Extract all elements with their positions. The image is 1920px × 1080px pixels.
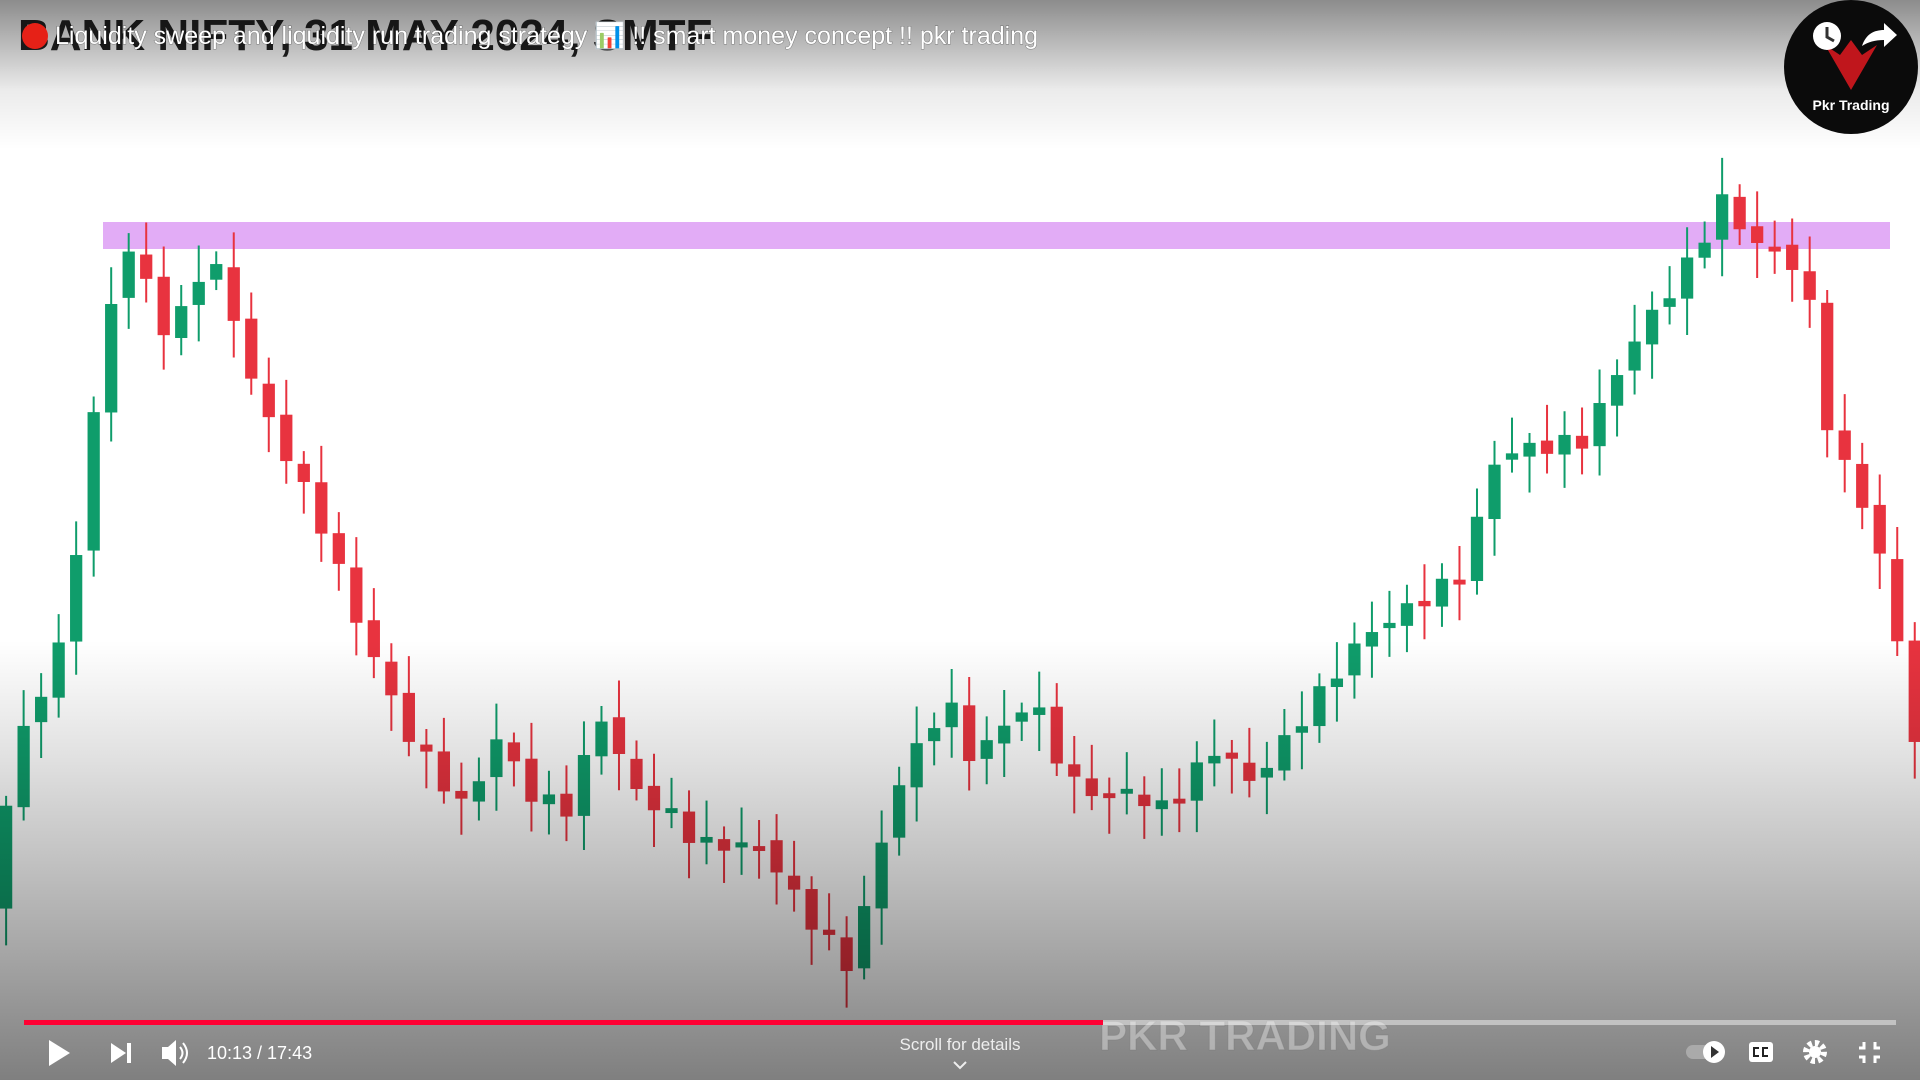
clock-hands: [1825, 27, 1835, 43]
live-dot: [22, 23, 48, 49]
share-icon[interactable]: [1862, 23, 1897, 47]
scroll-chevron: [953, 1061, 967, 1070]
play-button[interactable]: [49, 1040, 70, 1066]
volume-waves: [179, 1042, 188, 1064]
watermark: PKR TRADING: [1099, 1012, 1391, 1059]
captions-button[interactable]: [1749, 1042, 1773, 1062]
video-title[interactable]: Liquidity sweep and liquidity run tradin…: [55, 21, 1039, 51]
time-display: 10:13 / 17:43: [207, 1043, 312, 1063]
settings-hub: [1809, 1046, 1821, 1058]
captions-icon: [1753, 1047, 1768, 1057]
autoplay-icon: [1711, 1046, 1719, 1058]
scroll-hint[interactable]: Scroll for details: [900, 1035, 1021, 1054]
logo-bull: [1825, 40, 1877, 90]
progress-played[interactable]: [24, 1020, 1103, 1025]
exit-fullscreen-button[interactable]: [1859, 1042, 1880, 1063]
next-button[interactable]: [111, 1043, 131, 1063]
volume-button[interactable]: [162, 1040, 176, 1066]
settings-button[interactable]: [1803, 1040, 1827, 1064]
logo-text: Pkr Trading: [1812, 97, 1889, 113]
